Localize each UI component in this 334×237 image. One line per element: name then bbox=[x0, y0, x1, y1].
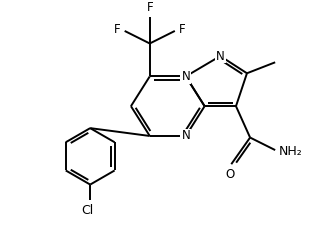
Text: F: F bbox=[179, 23, 185, 36]
Text: N: N bbox=[181, 70, 190, 83]
Text: N: N bbox=[216, 50, 225, 63]
Text: F: F bbox=[146, 1, 153, 14]
Text: Cl: Cl bbox=[81, 204, 93, 217]
Text: O: O bbox=[225, 168, 234, 181]
Text: F: F bbox=[114, 23, 121, 36]
Text: NH₂: NH₂ bbox=[279, 145, 303, 158]
Text: N: N bbox=[181, 129, 190, 142]
